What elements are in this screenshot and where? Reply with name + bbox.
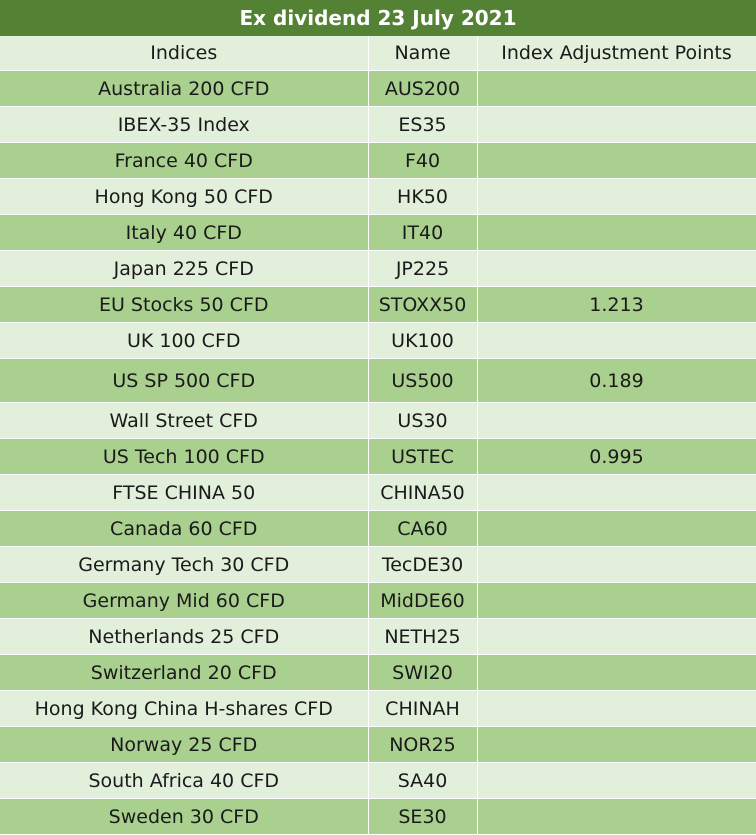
table-row: France 40 CFD F40 (0, 142, 756, 179)
cell-adjustment-points[interactable] (477, 142, 756, 179)
cell-name[interactable]: TecDE30 (368, 546, 478, 583)
table-row: US SP 500 CFD US500 0.189 (0, 358, 756, 403)
cell-adjustment-points[interactable]: 0.189 (477, 358, 756, 403)
cell-name[interactable]: JP225 (368, 250, 478, 287)
table-row: FTSE CHINA 50 CHINA50 (0, 474, 756, 511)
cell-index[interactable]: US Tech 100 CFD (0, 438, 369, 475)
header-row: Indices Name Index Adjustment Points (0, 36, 756, 71)
cell-adjustment-points[interactable] (477, 322, 756, 359)
table-row: Australia 200 CFD AUS200 (0, 70, 756, 107)
cell-name[interactable]: US30 (368, 402, 478, 439)
table-row: Italy 40 CFD IT40 (0, 214, 756, 251)
cell-adjustment-points[interactable] (477, 690, 756, 727)
cell-adjustment-points[interactable] (477, 582, 756, 619)
header-name[interactable]: Name (368, 36, 478, 71)
cell-name[interactable]: CHINAH (368, 690, 478, 727)
table-row: Norway 25 CFD NOR25 (0, 726, 756, 763)
cell-adjustment-points[interactable] (477, 726, 756, 763)
cell-index[interactable]: US SP 500 CFD (0, 358, 369, 403)
cell-adjustment-points[interactable] (477, 106, 756, 143)
cell-name[interactable]: F40 (368, 142, 478, 179)
cell-index[interactable]: Germany Tech 30 CFD (0, 546, 369, 583)
cell-adjustment-points[interactable] (477, 70, 756, 107)
cell-adjustment-points[interactable] (477, 250, 756, 287)
cell-index[interactable]: Canada 60 CFD (0, 510, 369, 547)
cell-name[interactable]: STOXX50 (368, 286, 478, 323)
cell-name[interactable]: NOR25 (368, 726, 478, 763)
cell-name[interactable]: NETH25 (368, 618, 478, 655)
header-adjustment-points[interactable]: Index Adjustment Points (477, 36, 756, 71)
adjustment-table: Indices Name Index Adjustment Points Aus… (0, 36, 756, 835)
cell-name[interactable]: AUS200 (368, 70, 478, 107)
cell-index[interactable]: Wall Street CFD (0, 402, 369, 439)
table-row: Germany Mid 60 CFD MidDE60 (0, 582, 756, 619)
cell-adjustment-points[interactable] (477, 214, 756, 251)
table-row: South Africa 40 CFD SA40 (0, 762, 756, 799)
cell-index[interactable]: Hong Kong China H-shares CFD (0, 690, 369, 727)
table-row: IBEX-35 Index ES35 (0, 106, 756, 143)
cell-index[interactable]: Germany Mid 60 CFD (0, 582, 369, 619)
header-indices[interactable]: Indices (0, 36, 369, 71)
cell-index[interactable]: Australia 200 CFD (0, 70, 369, 107)
cell-index[interactable]: EU Stocks 50 CFD (0, 286, 369, 323)
cell-index[interactable]: IBEX-35 Index (0, 106, 369, 143)
cell-name[interactable]: USTEC (368, 438, 478, 475)
table-row: Netherlands 25 CFD NETH25 (0, 618, 756, 655)
table-row: Canada 60 CFD CA60 (0, 510, 756, 547)
cell-index[interactable]: Japan 225 CFD (0, 250, 369, 287)
cell-adjustment-points[interactable] (477, 654, 756, 691)
table-row: Germany Tech 30 CFD TecDE30 (0, 546, 756, 583)
cell-name[interactable]: ES35 (368, 106, 478, 143)
cell-adjustment-points[interactable] (477, 762, 756, 799)
cell-name[interactable]: CHINA50 (368, 474, 478, 511)
cell-index[interactable]: FTSE CHINA 50 (0, 474, 369, 511)
cell-name[interactable]: US500 (368, 358, 478, 403)
table-row: UK 100 CFD UK100 (0, 322, 756, 359)
table-row: EU Stocks 50 CFD STOXX50 1.213 (0, 286, 756, 323)
cell-index[interactable]: Hong Kong 50 CFD (0, 178, 369, 215)
cell-index[interactable]: UK 100 CFD (0, 322, 369, 359)
cell-index[interactable]: Norway 25 CFD (0, 726, 369, 763)
cell-index[interactable]: Netherlands 25 CFD (0, 618, 369, 655)
cell-index[interactable]: Switzerland 20 CFD (0, 654, 369, 691)
cell-name[interactable]: HK50 (368, 178, 478, 215)
table-row: Japan 225 CFD JP225 (0, 250, 756, 287)
table-row: Hong Kong 50 CFD HK50 (0, 178, 756, 215)
cell-name[interactable]: SA40 (368, 762, 478, 799)
cell-adjustment-points[interactable] (477, 546, 756, 583)
table-row: Hong Kong China H-shares CFD CHINAH (0, 690, 756, 727)
cell-index[interactable]: Italy 40 CFD (0, 214, 369, 251)
cell-adjustment-points[interactable] (477, 618, 756, 655)
cell-name[interactable]: MidDE60 (368, 582, 478, 619)
table-row: Switzerland 20 CFD SWI20 (0, 654, 756, 691)
cell-adjustment-points[interactable] (477, 510, 756, 547)
cell-adjustment-points[interactable] (477, 178, 756, 215)
cell-adjustment-points[interactable]: 0.995 (477, 438, 756, 475)
cell-adjustment-points[interactable] (477, 474, 756, 511)
cell-index[interactable]: South Africa 40 CFD (0, 762, 369, 799)
table-row: US Tech 100 CFD USTEC 0.995 (0, 438, 756, 475)
cell-name[interactable]: CA60 (368, 510, 478, 547)
sheet-title[interactable]: Ex dividend 23 July 2021 (0, 0, 756, 36)
cell-index[interactable]: France 40 CFD (0, 142, 369, 179)
cell-name[interactable]: IT40 (368, 214, 478, 251)
cell-adjustment-points[interactable] (477, 402, 756, 439)
cell-name[interactable]: UK100 (368, 322, 478, 359)
cell-name[interactable]: SWI20 (368, 654, 478, 691)
cell-adjustment-points[interactable]: 1.213 (477, 286, 756, 323)
table-row: Wall Street CFD US30 (0, 402, 756, 439)
